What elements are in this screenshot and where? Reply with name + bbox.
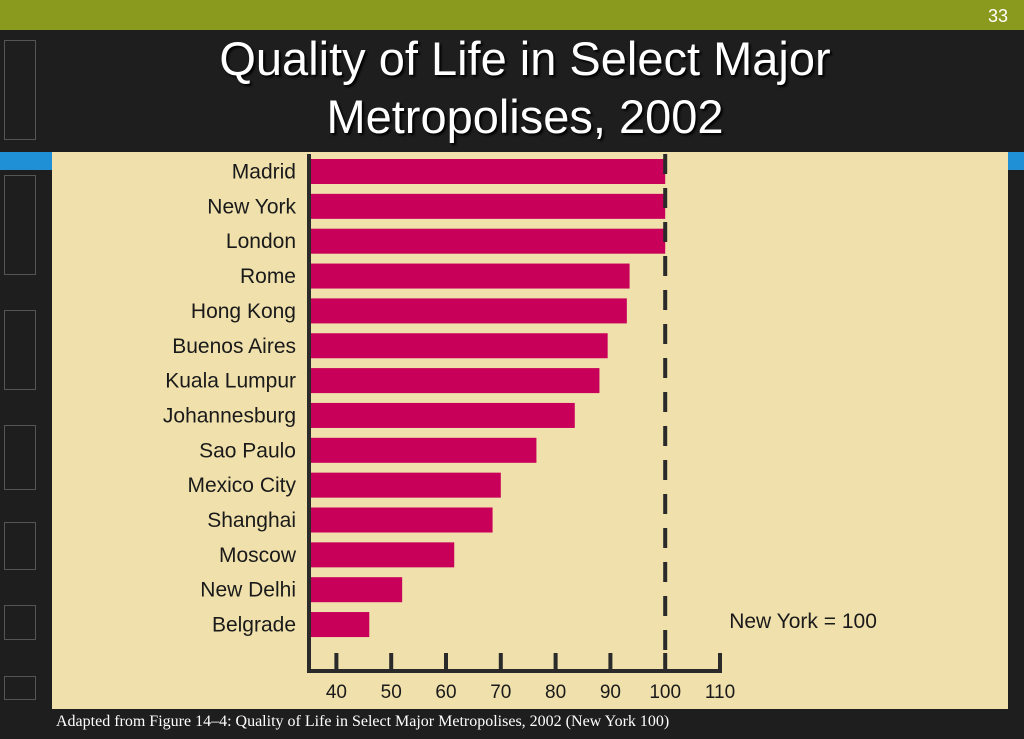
x-tick-label: 60 (435, 682, 456, 703)
category-label: Shanghai (207, 509, 296, 532)
category-label: Moscow (219, 544, 297, 567)
category-label: Kuala Lumpur (165, 370, 296, 393)
bar-moscow (309, 542, 455, 568)
figure-caption: Adapted from Figure 14–4: Quality of Lif… (56, 713, 670, 730)
bar-shanghai (309, 507, 493, 533)
bar-mexico-city (309, 472, 501, 498)
decorative-frame (4, 175, 36, 275)
x-tick-label: 70 (490, 682, 511, 703)
bar-buenos-aires (309, 333, 608, 359)
header-bar: 33 (0, 0, 1024, 30)
decorative-frame (4, 310, 36, 390)
chart-title-line-2: Metropolises, 2002 (326, 90, 724, 143)
bar-new-delhi (309, 577, 403, 603)
x-tick-label: 80 (545, 682, 566, 703)
bar-kuala-lumpur (309, 368, 600, 394)
bar-sao-paulo (309, 437, 537, 463)
accent-strip-left (0, 152, 52, 170)
bar-belgrade (309, 612, 370, 638)
decorative-frame (4, 605, 36, 640)
bar-new-york (309, 193, 666, 219)
category-label: Hong Kong (191, 300, 296, 323)
category-label: Madrid (232, 161, 296, 184)
category-label: Johannesburg (163, 404, 296, 427)
reference-label: New York = 100 (729, 610, 877, 633)
decorative-frame (4, 522, 36, 570)
decorative-frame (4, 676, 36, 700)
x-tick-label: 100 (649, 682, 681, 703)
slide-number: 33 (987, 6, 1008, 26)
bar-london (309, 228, 666, 254)
bar-madrid (309, 159, 666, 184)
bar-johannesburg (309, 402, 575, 428)
decorative-frame (4, 40, 36, 140)
bar-chart: Madrid New York London Rome Hong Kong Buenos … (163, 154, 877, 703)
x-tick-label: 90 (600, 682, 621, 703)
chart-title-line-1: Quality of Life in Select Major (219, 32, 831, 85)
chart-title: Quality of Life in Select Major Metropol… (60, 30, 990, 146)
decorative-frame (4, 425, 36, 490)
category-label: Belgrade (212, 614, 296, 637)
category-label: Sao Paulo (199, 439, 296, 462)
category-label: London (226, 230, 296, 253)
x-tick-label: 110 (705, 682, 735, 703)
category-label: New Delhi (200, 579, 296, 602)
category-label: Rome (240, 265, 296, 288)
accent-strip-right (1008, 152, 1024, 170)
x-tick-label: 50 (381, 682, 402, 703)
x-tick-label: 40 (326, 682, 347, 703)
category-label: Mexico City (187, 474, 296, 497)
category-label: Buenos Aires (172, 335, 296, 358)
bar-hong-kong (309, 298, 627, 324)
category-label: New York (207, 195, 296, 218)
bar-rome (309, 263, 630, 289)
